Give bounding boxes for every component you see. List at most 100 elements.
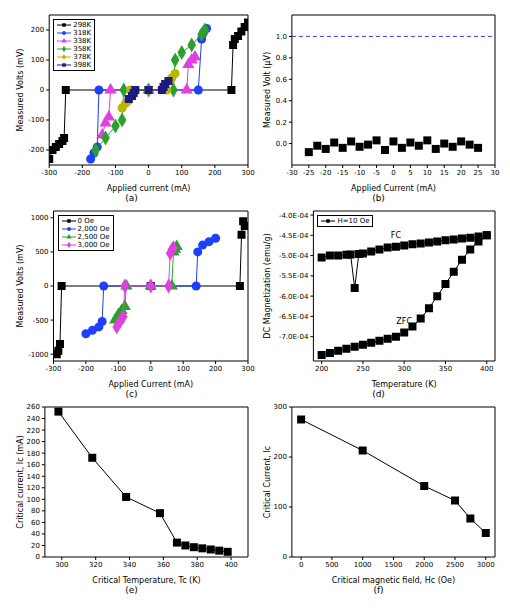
svg-text:-200: -200 [28, 146, 44, 154]
svg-text:-5: -5 [373, 169, 380, 177]
svg-text:20: 20 [31, 542, 40, 550]
svg-text:120: 120 [27, 484, 40, 492]
svg-text:200: 200 [31, 26, 44, 34]
svg-text:-10: -10 [354, 169, 365, 177]
svg-text:ZFC: ZFC [396, 317, 412, 326]
svg-text:Applied current (mA): Applied current (mA) [107, 184, 191, 193]
svg-text:Measured Volts (mV): Measured Volts (mV) [16, 245, 25, 328]
svg-text:200: 200 [209, 365, 222, 373]
svg-text:300: 300 [274, 403, 287, 411]
svg-text:-5.0E-04: -5.0E-04 [279, 252, 309, 260]
svg-text:Temperature (K): Temperature (K) [371, 380, 437, 389]
svg-text:0: 0 [299, 561, 303, 569]
svg-text:-500: -500 [33, 317, 49, 325]
svg-text:360: 360 [157, 561, 170, 569]
svg-text:160: 160 [27, 461, 40, 469]
svg-text:-5.5E-04: -5.5E-04 [279, 272, 309, 280]
svg-text:0: 0 [149, 365, 153, 373]
svg-text:-6.0E-04: -6.0E-04 [279, 293, 309, 301]
svg-text:0: 0 [146, 169, 150, 177]
svg-text:Critical Current, Ic: Critical Current, Ic [263, 446, 272, 518]
svg-text:20: 20 [457, 169, 466, 177]
svg-text:0.8: 0.8 [276, 54, 287, 62]
svg-text:-4.5E-04: -4.5E-04 [279, 232, 309, 240]
svg-text:-15: -15 [337, 169, 348, 177]
svg-text:Applied Current (mA): Applied Current (mA) [108, 380, 193, 389]
svg-text:-25: -25 [303, 169, 314, 177]
svg-text:100: 100 [274, 503, 287, 511]
svg-text:80: 80 [31, 507, 40, 515]
svg-text:200: 200 [274, 453, 287, 461]
svg-text:-200: -200 [74, 169, 90, 177]
svg-text:2000: 2000 [415, 561, 433, 569]
svg-text:-20: -20 [320, 169, 331, 177]
svg-text:1000: 1000 [31, 214, 49, 222]
svg-text:1500: 1500 [385, 561, 403, 569]
svg-text:-200: -200 [78, 365, 94, 373]
svg-text:1.0: 1.0 [276, 33, 287, 41]
svg-text:-100: -100 [108, 169, 124, 177]
svg-text:5: 5 [408, 169, 412, 177]
svg-text:Measured Volt (μV): Measured Volt (μV) [263, 52, 272, 128]
svg-text:Critical Temperature, Tc (K): Critical Temperature, Tc (K) [92, 576, 200, 585]
svg-text:140: 140 [27, 473, 40, 481]
svg-text:100: 100 [31, 56, 44, 64]
svg-text:10: 10 [423, 169, 432, 177]
svg-text:0: 0 [391, 169, 395, 177]
svg-text:500: 500 [35, 248, 48, 256]
svg-text:220: 220 [27, 427, 40, 435]
svg-text:250: 250 [356, 365, 369, 373]
svg-text:260: 260 [27, 403, 40, 411]
svg-text:0.4: 0.4 [276, 97, 288, 105]
svg-text:180: 180 [27, 450, 40, 458]
svg-text:0: 0 [40, 86, 44, 94]
svg-text:200: 200 [315, 365, 328, 373]
svg-text:380: 380 [191, 561, 204, 569]
svg-text:300: 300 [55, 561, 68, 569]
svg-text:30: 30 [491, 169, 500, 177]
svg-text:0: 0 [44, 282, 48, 290]
svg-text:3000: 3000 [477, 561, 495, 569]
svg-text:Critical magnetic field, Hc (O: Critical magnetic field, Hc (Oe) [332, 576, 455, 585]
svg-text:350: 350 [439, 365, 452, 373]
svg-text:60: 60 [31, 519, 40, 527]
svg-text:400: 400 [480, 365, 493, 373]
svg-text:Measured Volts (mV): Measured Volts (mV) [16, 49, 25, 132]
svg-text:-7.0E-04: -7.0E-04 [279, 333, 309, 341]
svg-text:-100: -100 [28, 116, 44, 124]
svg-text:300: 300 [398, 365, 411, 373]
svg-text:0.6: 0.6 [276, 76, 288, 84]
svg-text:40: 40 [31, 530, 40, 538]
svg-text:0: 0 [282, 553, 286, 561]
svg-text:0: 0 [35, 553, 39, 561]
svg-text:340: 340 [123, 561, 136, 569]
svg-text:100: 100 [27, 496, 40, 504]
svg-text:100: 100 [176, 365, 189, 373]
svg-text:1000: 1000 [354, 561, 372, 569]
svg-text:DC Magnetization (emu/g): DC Magnetization (emu/g) [263, 233, 272, 338]
svg-text:Critical current, Ic (mA): Critical current, Ic (mA) [16, 435, 25, 528]
svg-text:240: 240 [27, 415, 40, 423]
svg-text:15: 15 [440, 169, 449, 177]
svg-text:-30: -30 [286, 169, 297, 177]
svg-text:500: 500 [325, 561, 338, 569]
svg-text:300: 300 [241, 365, 254, 373]
svg-text:300: 300 [241, 169, 254, 177]
svg-text:400: 400 [224, 561, 237, 569]
svg-text:Applied Current (mA): Applied Current (mA) [351, 184, 436, 193]
svg-text:FC: FC [391, 231, 402, 240]
svg-text:-6.5E-04: -6.5E-04 [279, 313, 309, 321]
svg-text:200: 200 [208, 169, 221, 177]
svg-text:200: 200 [27, 438, 40, 446]
svg-text:-300: -300 [41, 169, 57, 177]
svg-text:-100: -100 [110, 365, 126, 373]
svg-text:320: 320 [89, 561, 102, 569]
svg-text:0.0: 0.0 [276, 140, 287, 148]
svg-text:2500: 2500 [446, 561, 464, 569]
svg-text:100: 100 [175, 169, 188, 177]
svg-text:25: 25 [474, 169, 483, 177]
svg-text:-1000: -1000 [28, 351, 48, 359]
svg-text:-300: -300 [46, 365, 62, 373]
svg-text:0.2: 0.2 [276, 119, 287, 127]
svg-text:-4.0E-04: -4.0E-04 [279, 212, 309, 220]
